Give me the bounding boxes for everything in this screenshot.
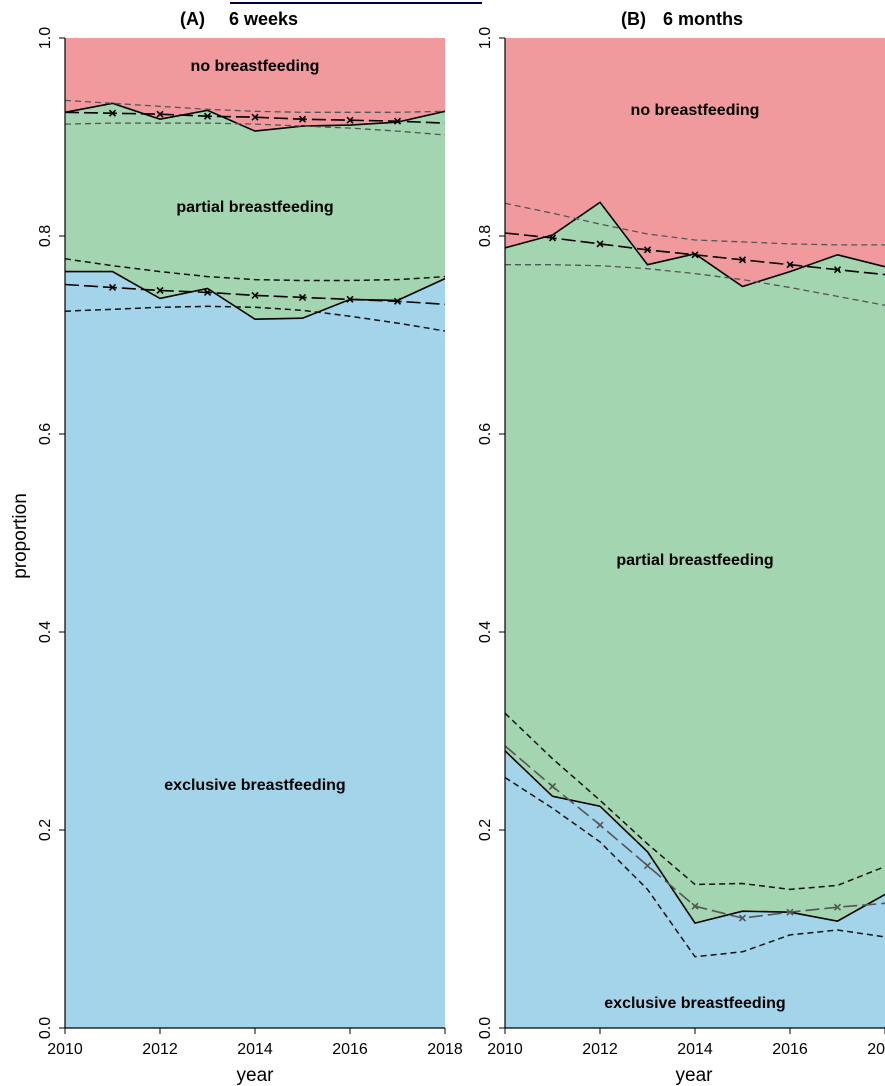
panel-b-title: 6 months [663,9,743,29]
y-tick-label: 0.6 [477,423,494,445]
trend-marker [691,902,699,910]
x-tick-label: 20 [867,1041,885,1058]
ci-exclusive-lower [64,305,446,332]
trend-marker [251,113,259,121]
y-tick-label: 0.4 [477,621,494,643]
ci-exclusive-upper [504,712,885,891]
y-tick-label: 0.0 [477,1017,494,1039]
ci-any-upper [504,202,885,246]
x-tick-label: 2016 [332,1041,368,1058]
label-exclusive-breastfeeding: exclusive breastfeeding [164,777,345,794]
trend-marker [298,115,307,123]
ci-any-lower [64,122,446,136]
trend-marker [346,116,354,124]
trend-marker [691,251,699,259]
trend-marker [786,261,794,269]
x-tick-label: 2018 [427,1041,463,1058]
trend-marker [393,297,402,305]
panel-b-label: (B) [621,9,646,29]
trend-marker [786,908,794,916]
panel-a-title: 6 weeks [229,9,298,29]
trend-marker [596,821,604,829]
x-axis-title: year [676,1065,714,1086]
trend-marker [643,862,652,870]
area-partial-breastfeeding [505,202,885,924]
plot-area-6-weeks: 0.0 0.2 0.4 0.6 0.8 1.0 2010 2012 2014 2016 2018 [37,27,463,1058]
label-partial-breastfeeding: partial breastfeeding [616,552,773,569]
panel-a-label: (A) [180,9,205,29]
x-tick-label: 2014 [677,1041,713,1058]
trend-marker [596,240,604,248]
x-tick-label: 2014 [237,1041,273,1058]
y-axis-title: proportion [10,493,31,579]
trend-marker [548,782,557,791]
x-tick-label: 2010 [487,1041,523,1058]
trend-marker [108,109,117,117]
y-tick-label: 1.0 [477,27,494,49]
y-tick-label: 0.8 [477,225,494,247]
label-no-breastfeeding: no breastfeeding [191,58,320,75]
trend-marker [108,283,117,292]
area-exclusive-breastfeeding [65,271,445,1029]
trend-marker [833,266,842,274]
line-any-observed [64,102,446,132]
trend-marker [156,286,164,295]
trend-marker [738,256,747,264]
x-tick-label: 2012 [582,1041,618,1058]
ci-exclusive-lower [504,776,885,958]
x-tick-label: 2010 [47,1041,83,1058]
label-no-breastfeeding: no breastfeeding [631,102,760,119]
y-tick-label: 0.4 [37,621,54,643]
trend-marker [738,914,747,922]
trend-marker [393,117,402,125]
trend-marker [833,903,842,911]
panel-6-months: (B) 6 months 0.0 0.2 0.4 0.6 0.8 1.0 2010 2012 2… [477,9,885,1086]
area-partial-breastfeeding [65,103,445,320]
trend-marker [156,110,164,118]
trend-marker [298,293,307,301]
panel-6-weeks: (A) 6 weeks 0.0 0.2 0.4 0.6 0.8 1.0 2010 2012 20… [10,9,463,1086]
trend-marker [203,112,212,120]
area-no-breastfeeding [505,38,885,287]
area-no-breastfeeding [65,38,445,132]
y-tick-label: 1.0 [37,27,54,49]
label-partial-breastfeeding: partial breastfeeding [176,199,333,216]
y-tick-label: 0.0 [37,1017,54,1039]
x-tick-label: 2016 [772,1041,808,1058]
label-exclusive-breastfeeding: exclusive breastfeeding [604,995,785,1012]
trend-marker [346,295,354,303]
trend-marker [643,246,652,254]
y-tick-label: 0.2 [477,819,494,841]
trend-marker [548,234,557,242]
x-axis-title: year [237,1065,275,1086]
area-exclusive-breastfeeding [505,750,885,1028]
ci-any-lower [505,264,885,306]
y-tick-label: 0.2 [37,819,54,841]
x-tick-label: 2012 [142,1041,178,1058]
ci-any-upper [64,99,446,113]
ci-exclusive-upper [64,258,446,282]
trend-marker [203,288,212,296]
trend-marker [251,291,259,299]
y-tick-label: 0.6 [37,423,54,445]
plot-area-6-months: 0.0 0.2 0.4 0.6 0.8 1.0 2010 2012 2014 2016 20 [477,27,885,1058]
y-tick-label: 0.8 [37,225,54,247]
